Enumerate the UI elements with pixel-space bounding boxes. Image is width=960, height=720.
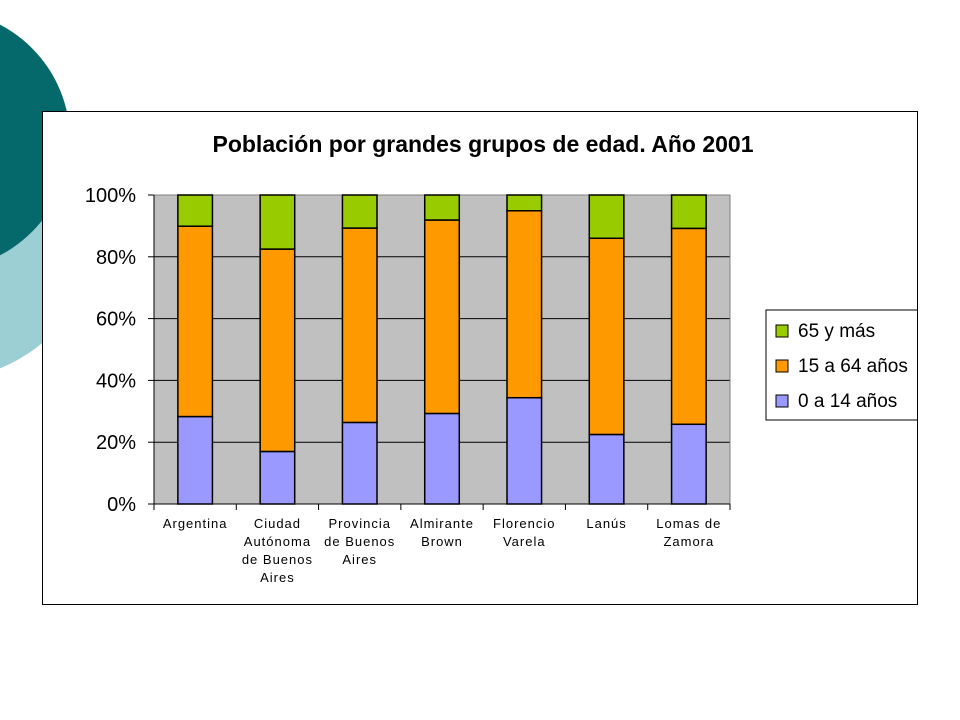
- x-tick-label-line: Zamora: [663, 534, 714, 549]
- legend-label: 65 y más: [798, 321, 875, 342]
- legend: 65 y más 15 a 64 años 0 a 14 años: [765, 309, 917, 421]
- chart-title: Población por grandes grupos de edad. Añ…: [212, 131, 753, 157]
- x-tick-label-line: de Buenos: [324, 534, 395, 549]
- y-tick-label: 80%: [96, 247, 136, 269]
- legend-swatch: [775, 394, 789, 408]
- bar-segment: [670, 423, 707, 505]
- bar-segment: [670, 194, 707, 230]
- chart: Población por grandes grupos de edad. Añ…: [85, 131, 917, 585]
- bar-segment: [670, 227, 707, 426]
- bar-segment: [423, 219, 461, 415]
- y-tick-label: 20%: [96, 432, 136, 454]
- bar-segment: [588, 237, 625, 436]
- bar-segment: [259, 194, 296, 250]
- bar-segment: [259, 450, 296, 505]
- x-tick-label-line: Argentina: [163, 516, 228, 531]
- bar-segment: [259, 248, 296, 453]
- legend-swatch: [775, 359, 789, 373]
- x-tick-label-line: Lomas de: [656, 516, 721, 531]
- x-tick-label-line: Provincia: [328, 516, 390, 531]
- bar-segment: [506, 210, 543, 399]
- plot-area: 0% 20% 40% 60% 80% 100% Argentina Ciudad Autónom…: [85, 185, 731, 585]
- x-tick-label-line: Almirante: [410, 516, 474, 531]
- bar-segment: [341, 421, 378, 505]
- x-tick-label: Argentina: [163, 516, 228, 531]
- bar-segment: [588, 194, 625, 240]
- bar-segment: [341, 227, 378, 424]
- x-tick-label: Lomas de Zamora: [656, 516, 721, 549]
- y-tick-label: 40%: [96, 370, 136, 392]
- bar-segment: [177, 415, 214, 505]
- bar-segment: [177, 225, 214, 418]
- bar-segment: [341, 194, 378, 229]
- x-tick-label-line: Ciudad: [254, 516, 301, 531]
- legend-box: [765, 309, 917, 421]
- bar-segment: [423, 412, 461, 505]
- x-tick-label: Lanús: [586, 516, 626, 531]
- bar-segment: [506, 396, 543, 505]
- bar-segment: [588, 433, 625, 505]
- x-tick-label-line: de Buenos: [242, 552, 313, 567]
- x-tick-label-line: Aires: [342, 552, 377, 567]
- x-tick-label-line: Aires: [260, 570, 295, 585]
- legend-swatch: [775, 324, 789, 338]
- y-tick-label: 60%: [96, 309, 136, 331]
- x-tick-label: Ciudad Autónoma de Buenos Aires: [242, 516, 313, 585]
- x-tick-label-line: Autónoma: [244, 534, 311, 549]
- x-tick-label: Florencio Varela: [493, 516, 555, 549]
- y-tick-label: 0%: [107, 494, 136, 516]
- x-tick-label-line: Florencio: [493, 516, 555, 531]
- x-tick-label-line: Varela: [503, 534, 546, 549]
- x-tick-label: Almirante Brown: [410, 516, 474, 549]
- y-tick-label: 100%: [85, 185, 136, 207]
- x-tick-label-line: Brown: [421, 534, 463, 549]
- bar-segment: [177, 194, 214, 227]
- legend-label: 15 a 64 años: [798, 356, 908, 377]
- bar-segment: [506, 194, 543, 212]
- x-tick-label-line: Lanús: [586, 516, 626, 531]
- x-tick-label: Provincia de Buenos Aires: [324, 516, 395, 567]
- bar-segment: [423, 194, 461, 221]
- chart-frame: Población por grandes grupos de edad. Añ…: [42, 111, 918, 605]
- legend-label: 0 a 14 años: [798, 391, 897, 412]
